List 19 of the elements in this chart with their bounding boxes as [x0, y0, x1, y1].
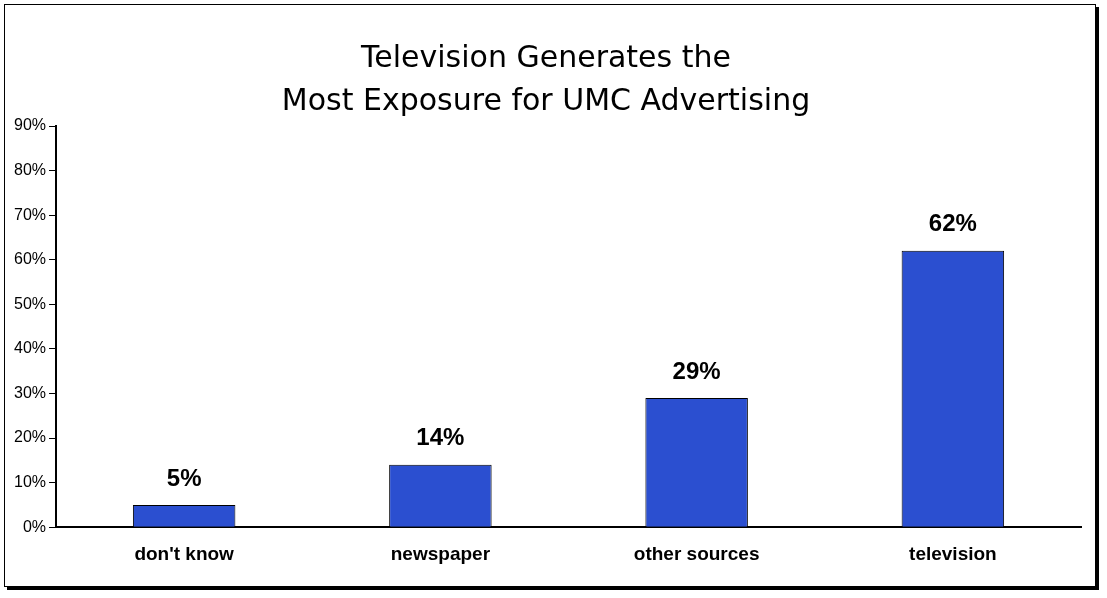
data-label: 5% — [166, 463, 202, 491]
chart-title: Television Generates the Most Exposure for UMC Advertising — [281, 38, 811, 118]
data-label: 62% — [928, 209, 977, 237]
x-tick-label: other sources — [633, 542, 760, 564]
data-label: 14% — [416, 423, 465, 451]
y-tick-label: 10% — [13, 473, 47, 491]
y-tick-label: 80% — [13, 160, 47, 178]
x-tick-label: television — [909, 542, 997, 564]
y-tick-label: 70% — [13, 205, 47, 223]
x-tick-label: newspaper — [390, 542, 491, 564]
y-tick-label: 0% — [22, 517, 47, 535]
data-label: 29% — [672, 356, 721, 384]
x-tick-label: don't know — [134, 542, 235, 564]
y-tick-label: 50% — [13, 294, 47, 312]
y-tick-label: 60% — [13, 250, 47, 268]
y-tick-label: 40% — [13, 339, 47, 357]
y-tick-label: 20% — [13, 428, 47, 446]
y-tick-label: 30% — [13, 383, 47, 401]
y-tick-label: 90% — [13, 116, 47, 134]
